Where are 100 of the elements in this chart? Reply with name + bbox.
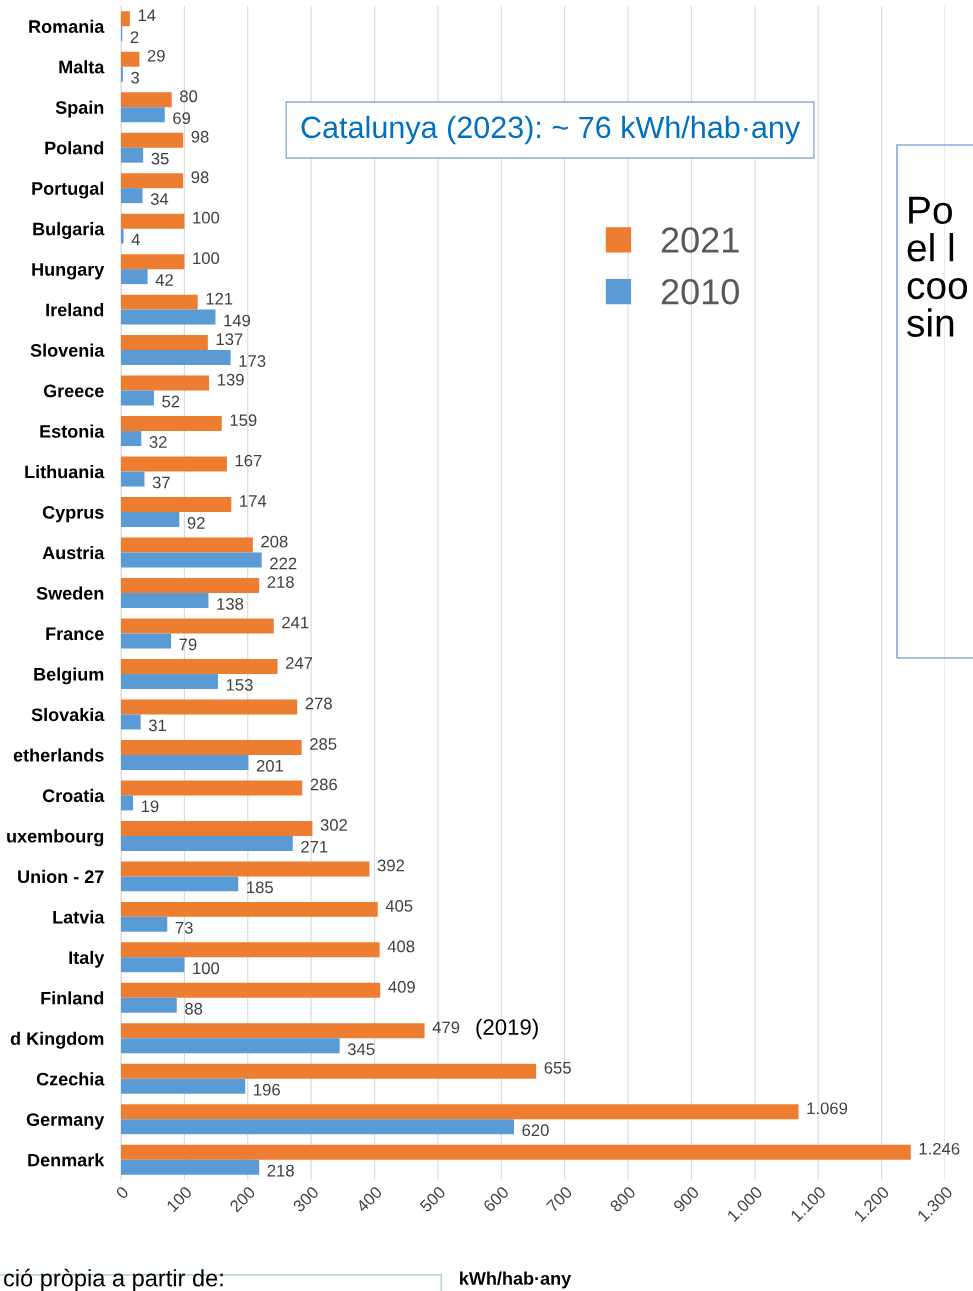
data-label: 19 [141, 800, 159, 813]
y-tick-label: Croatia [42, 788, 105, 803]
y-tick-label: uxembourg [7, 829, 104, 847]
x-tick-label: 600 [482, 1185, 510, 1213]
data-label: 52 [162, 395, 180, 408]
y-tick-label: Hungary [32, 263, 105, 280]
x-tick-label: 100 [165, 1185, 193, 1213]
data-label: 345 [347, 1043, 375, 1056]
y-tick-label: Slovakia [31, 707, 105, 722]
data-label: 80 [180, 90, 198, 103]
data-label: 69 [173, 112, 191, 125]
x-tick-label: 400 [355, 1185, 383, 1213]
y-tick-label: Germany [26, 1113, 105, 1130]
data-label: 201 [256, 759, 283, 772]
x-tick-label: 700 [545, 1185, 573, 1213]
data-label: 241 [282, 616, 309, 629]
y-tick-label: etherlands [13, 748, 104, 762]
data-label: 92 [187, 517, 205, 529]
data-label: 409 [388, 980, 415, 993]
data-label: 271 [301, 840, 328, 853]
data-label: 14 [138, 9, 156, 22]
data-label: 1.246 [919, 1142, 960, 1155]
y-tick-label: Romania [29, 19, 105, 33]
data-label: 185 [247, 881, 273, 894]
y-tick-label: Sweden [36, 586, 104, 600]
x-tick-label: 900 [672, 1185, 700, 1213]
data-label: 2 [130, 31, 139, 43]
data-label: 173 [239, 355, 266, 367]
data-label: 392 [377, 859, 405, 872]
y-tick-label: Ireland [46, 303, 104, 317]
y-tick-label: Italy [69, 950, 105, 968]
legend-label: 2010 [661, 279, 739, 305]
data-label: 137 [216, 333, 243, 346]
data-label: 278 [305, 697, 332, 710]
data-label: 247 [286, 657, 313, 669]
data-label: 286 [310, 778, 337, 791]
data-label: 222 [270, 557, 297, 570]
x-axis-title: kWh/hab·any [460, 1271, 572, 1289]
data-label: 174 [240, 495, 267, 507]
annotation: Po el l coo sin [907, 196, 968, 337]
annotation: (2019) [476, 1018, 538, 1040]
y-tick-label: Finland [41, 991, 104, 1005]
data-label: 208 [261, 535, 288, 548]
y-tick-label: Czechia [36, 1072, 105, 1086]
data-label: 285 [310, 738, 337, 750]
data-label: 408 [387, 940, 415, 953]
x-tick-label: 0 [115, 1185, 130, 1200]
data-label: 138 [217, 598, 244, 610]
y-tick-label: Portugal [32, 181, 104, 199]
data-label: 167 [235, 454, 262, 467]
y-tick-label: Slovenia [30, 343, 105, 357]
data-label: 121 [206, 292, 233, 305]
data-label: 620 [522, 1124, 549, 1137]
y-tick-label: Union - 27 [18, 869, 104, 884]
y-tick-label: Spain [55, 100, 104, 118]
data-label: 73 [175, 921, 193, 934]
y-tick-label: France [46, 627, 104, 641]
annotation: Catalunya (2023): ~ 76 kWh/hab·any [301, 115, 801, 145]
data-label: 98 [191, 130, 209, 143]
data-label: 218 [267, 1164, 294, 1177]
data-label: 3 [131, 71, 140, 84]
data-label: 100 [193, 211, 220, 224]
y-tick-label: Greece [43, 384, 104, 398]
data-label: 4 [131, 233, 140, 246]
y-tick-label: Latvia [53, 910, 105, 924]
data-label: 405 [385, 900, 413, 912]
data-label: 100 [193, 252, 220, 265]
x-tick-label: 300 [292, 1185, 320, 1213]
data-label: 1.069 [807, 1102, 848, 1115]
data-label: 479 [432, 1021, 460, 1034]
data-label: 218 [267, 576, 294, 588]
data-label: 42 [155, 274, 173, 286]
y-tick-label: Cyprus [42, 505, 104, 523]
y-tick-label: Bulgaria [33, 222, 105, 240]
data-label: 79 [179, 638, 197, 651]
data-label: 302 [320, 819, 347, 831]
y-tick-label: d Kingdom [10, 1031, 104, 1049]
data-label: 153 [226, 678, 253, 691]
data-label: 98 [191, 171, 209, 184]
y-tick-label: Belgium [34, 667, 104, 685]
y-tick-label: Estonia [40, 424, 105, 438]
data-label: 100 [193, 962, 220, 975]
data-label: 159 [230, 414, 257, 427]
data-label: 88 [185, 1002, 203, 1015]
y-tick-label: Denmark [28, 1153, 105, 1167]
data-label: 37 [152, 476, 170, 489]
y-tick-label: Malta [59, 60, 105, 74]
data-label: 35 [151, 152, 169, 165]
data-label: 196 [254, 1083, 280, 1096]
data-label: 31 [148, 719, 166, 732]
data-label: 655 [544, 1061, 571, 1074]
text: ció pròpia a partir de: [4, 1268, 223, 1291]
y-tick-label: Austria [42, 545, 105, 560]
data-label: 149 [224, 314, 251, 327]
x-tick-label: 500 [419, 1185, 447, 1213]
y-tick-label: Poland [45, 141, 104, 155]
legend-label: 2021 [661, 227, 739, 253]
data-label: 139 [217, 373, 244, 386]
x-tick-label: 200 [229, 1185, 256, 1213]
y-tick-label: Lithuania [25, 465, 105, 479]
